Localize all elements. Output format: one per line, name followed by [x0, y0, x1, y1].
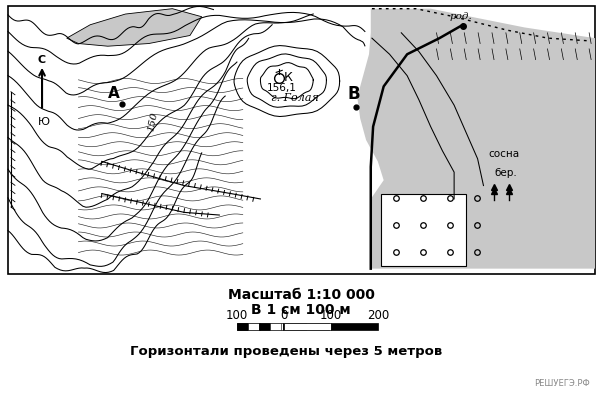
Bar	[248, 323, 259, 330]
Text: Горизонтали проведены через 5 метров: Горизонтали проведены через 5 метров	[130, 344, 442, 358]
Text: Масштаб 1:10 000: Масштаб 1:10 000	[228, 287, 374, 301]
Bar	[237, 323, 248, 330]
Polygon shape	[357, 10, 595, 269]
Text: 200: 200	[367, 308, 389, 321]
Bar	[284, 323, 331, 330]
Bar	[331, 323, 378, 330]
Bar	[270, 323, 281, 330]
Polygon shape	[67, 10, 202, 47]
Text: В: В	[347, 85, 360, 103]
Text: В 1 см 100 м: В 1 см 100 м	[251, 302, 351, 316]
Text: РЕШУЕГЭ.РФ: РЕШУЕГЭ.РФ	[534, 379, 590, 387]
Bar	[259, 323, 270, 330]
Text: род.: род.	[450, 12, 473, 21]
Text: 100: 100	[320, 308, 342, 321]
Bar	[381, 194, 466, 266]
Text: Ю: Ю	[38, 116, 50, 126]
Text: 100: 100	[226, 308, 248, 321]
Text: 0: 0	[281, 308, 288, 321]
Text: 150: 150	[146, 111, 159, 132]
Text: С: С	[37, 55, 45, 65]
Bar	[8, 7, 595, 274]
Text: сосна: сосна	[488, 149, 520, 159]
Text: А: А	[108, 86, 120, 101]
Bar	[306, 323, 329, 330]
Bar	[283, 323, 306, 330]
Bar	[237, 323, 260, 330]
Text: 156,1: 156,1	[267, 83, 297, 93]
Bar	[260, 323, 283, 330]
Text: бер.: бер.	[494, 168, 517, 177]
Text: К: К	[284, 71, 293, 84]
Text: г. Голая: г. Голая	[271, 93, 319, 103]
